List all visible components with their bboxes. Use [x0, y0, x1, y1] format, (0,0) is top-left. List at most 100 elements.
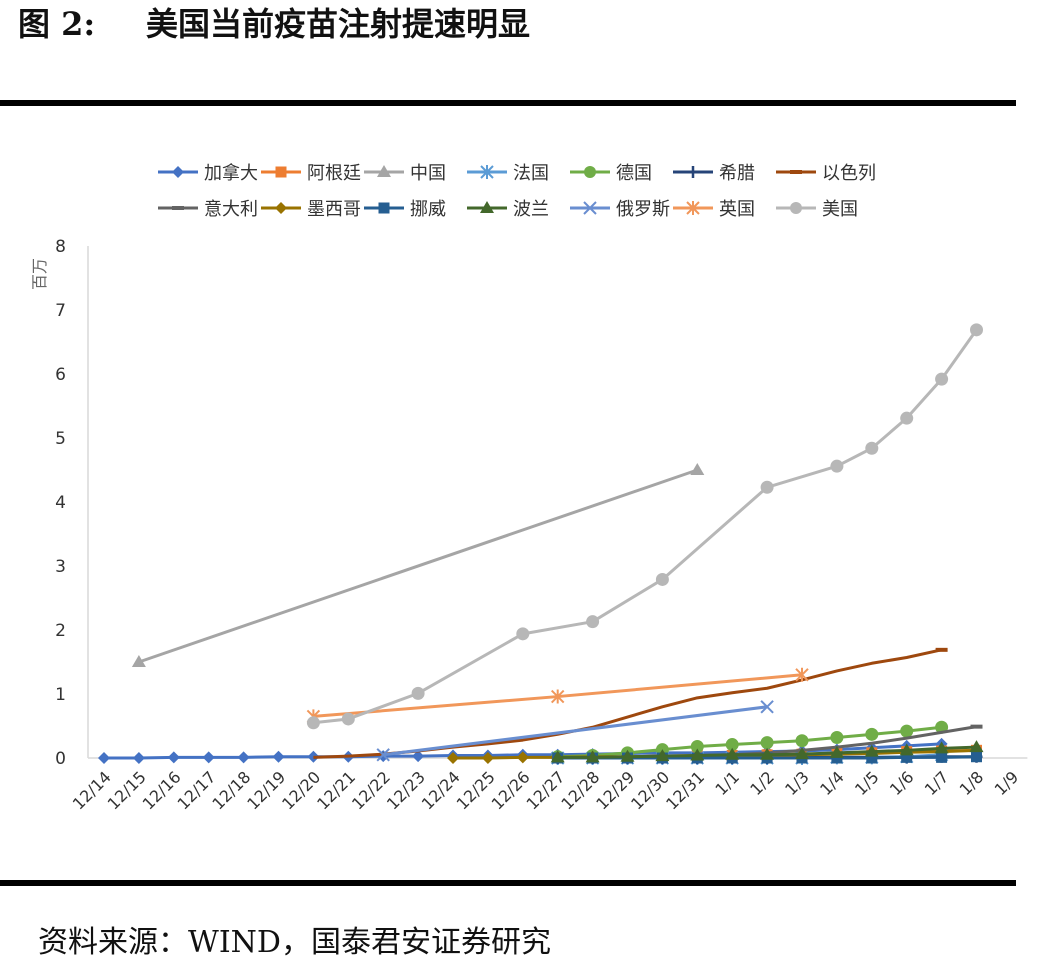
y-axis-title: 百万: [30, 258, 49, 290]
data-point: [237, 751, 250, 764]
data-point: [725, 738, 739, 752]
data-point: [901, 751, 913, 763]
data-point: [864, 744, 879, 757]
x-tick-label: 12/20: [278, 767, 324, 813]
x-tick-label: 12/26: [488, 767, 534, 813]
data-point: [865, 441, 879, 455]
data-point: [412, 750, 425, 763]
data-point: [690, 748, 705, 761]
legend-label: 以色列: [822, 163, 876, 184]
data-point: [760, 480, 774, 494]
data-point: [935, 372, 949, 386]
x-tick-label: 12/17: [173, 767, 219, 813]
legend-label: 德国: [616, 163, 652, 184]
data-point: [830, 459, 844, 473]
source-note: 资料来源：WIND，国泰君安证券研究: [38, 925, 551, 960]
legend-marker: [275, 166, 287, 178]
data-point: [655, 749, 670, 762]
data-point: [306, 716, 320, 730]
data-point: [829, 745, 844, 758]
x-tick-label: 1/9: [991, 767, 1023, 799]
x-tick-label: 1/1: [711, 767, 743, 799]
data-point: [516, 627, 530, 641]
y-tick-label: 2: [55, 621, 66, 641]
data-point: [376, 748, 390, 762]
data-point: [970, 323, 983, 337]
data-point: [690, 739, 704, 753]
series-line: [138, 468, 698, 664]
data-point: [831, 752, 843, 764]
x-tick-label: 12/19: [243, 767, 289, 813]
series-中国: [131, 463, 705, 667]
data-point: [655, 572, 669, 586]
series-line: [313, 648, 942, 759]
legend-label: 中国: [410, 163, 446, 184]
legend-marker: [377, 165, 391, 177]
series-line: [313, 328, 978, 725]
data-point: [795, 667, 809, 682]
x-tick-label: 1/7: [921, 767, 953, 799]
data-point: [341, 712, 355, 726]
x-tick-label: 12/30: [627, 767, 673, 813]
legend-item: 美国: [776, 199, 858, 220]
legend-label: 阿根廷: [307, 163, 361, 184]
legend-label: 挪威: [410, 199, 446, 220]
x-tick-label: 1/3: [781, 767, 813, 799]
data-point: [550, 750, 565, 763]
legend-item: 中国: [364, 163, 446, 184]
data-point: [900, 411, 914, 425]
x-tick-label: 12/27: [522, 767, 568, 813]
y-tick-label: 0: [55, 749, 66, 769]
y-tick-label: 7: [55, 301, 66, 321]
series-line: [383, 705, 768, 757]
data-point: [131, 655, 146, 667]
data-point: [899, 743, 914, 756]
data-point: [98, 752, 110, 764]
y-tick-label: 4: [55, 493, 66, 513]
x-tick-label: 12/31: [662, 767, 708, 813]
legend-marker: [378, 202, 390, 214]
legend-item: 以色列: [776, 163, 876, 184]
data-point: [865, 727, 879, 741]
legend-item: 阿根廷: [261, 163, 361, 184]
x-tick-label: 1/2: [746, 767, 778, 799]
x-tick-label: 12/15: [104, 767, 150, 813]
legend-marker: [480, 201, 494, 213]
legend-item: 加拿大: [158, 162, 258, 184]
legend-item: 希腊: [673, 163, 755, 184]
legend-marker: [172, 166, 184, 178]
legend-label: 意大利: [204, 199, 258, 220]
figure-label: 图 2:: [18, 5, 96, 43]
data-point: [516, 751, 529, 764]
data-point: [936, 751, 948, 763]
y-tick-label: 3: [55, 557, 66, 577]
series-英国: [306, 667, 809, 724]
figure-title: 图 2: 美国当前疫苗注射提速明显: [18, 2, 530, 46]
series-以色列: [313, 647, 948, 759]
legend-label: 英国: [719, 199, 755, 220]
data-point: [795, 734, 809, 748]
legend-marker: [275, 202, 287, 214]
legend-label: 加拿大: [204, 162, 258, 184]
data-point: [585, 750, 600, 763]
x-tick-label: 1/8: [956, 767, 988, 799]
data-point: [202, 751, 215, 764]
data-point: [900, 724, 914, 738]
chart-axes: 0 1 2 3 4 5 6 7 8 百万 12/1412/1512/1612/1712/1812/1…: [30, 237, 1028, 813]
data-point: [760, 700, 774, 714]
x-tick-label: 12/14: [69, 767, 115, 813]
legend-marker: [790, 202, 802, 214]
legend-label: 波兰: [513, 199, 549, 220]
chart-plot-area: [98, 323, 984, 765]
x-tick-label: 12/16: [139, 767, 185, 813]
legend-marker: [583, 201, 597, 215]
legend-item: 俄罗斯: [570, 199, 670, 220]
data-point: [272, 750, 285, 763]
legend-marker: [686, 201, 700, 215]
data-point: [411, 686, 425, 700]
series-波兰: [550, 740, 984, 763]
x-tick-label: 1/6: [886, 767, 918, 799]
bottom-rule: [0, 880, 1016, 886]
legend-marker: [584, 166, 596, 178]
